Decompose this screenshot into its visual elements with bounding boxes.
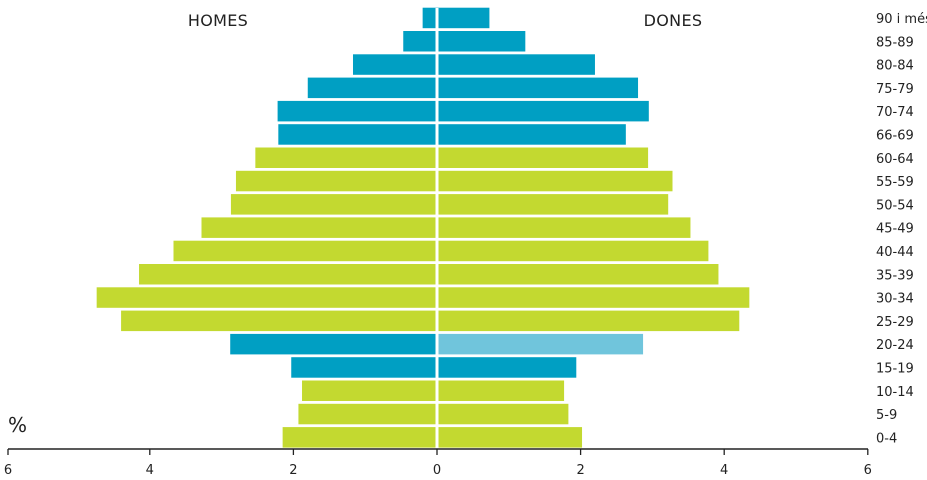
- age-label: 66-69: [876, 128, 914, 143]
- bar-homes-60-64: [255, 147, 437, 168]
- x-tick-label: 6: [4, 463, 12, 478]
- bar-homes-25-29: [121, 310, 437, 332]
- bar-dones-90-i-més: [437, 7, 490, 29]
- bars-group: [96, 7, 750, 448]
- bar-homes-85-89: [403, 31, 437, 52]
- bar-homes-75-79: [307, 77, 437, 99]
- age-label: 55-59: [876, 175, 914, 190]
- bar-homes-30-34: [96, 287, 437, 308]
- bar-homes-10-14: [302, 380, 437, 401]
- bar-homes-35-39: [139, 264, 437, 285]
- age-label: 75-79: [876, 82, 914, 97]
- bar-dones-15-19: [437, 357, 577, 378]
- bar-dones-5-9: [437, 403, 569, 425]
- bar-homes-45-49: [201, 217, 437, 238]
- age-label: 5-9: [876, 408, 897, 423]
- bar-dones-66-69: [437, 124, 626, 145]
- right-header-dones: DONES: [644, 11, 703, 30]
- x-tick-label: 2: [576, 463, 584, 478]
- x-tick-label: 6: [864, 463, 872, 478]
- bar-homes-5-9: [298, 403, 437, 425]
- age-label: 25-29: [876, 315, 914, 330]
- age-label: 85-89: [876, 35, 914, 50]
- age-label: 30-34: [876, 292, 914, 307]
- bar-dones-50-54: [437, 194, 669, 215]
- age-label: 45-49: [876, 222, 914, 237]
- bar-dones-25-29: [437, 310, 740, 332]
- bar-homes-70-74: [277, 100, 437, 122]
- bar-dones-20-24: [437, 333, 644, 355]
- age-label: 0-4: [876, 431, 897, 446]
- age-label: 20-24: [876, 338, 914, 353]
- bar-homes-66-69: [278, 124, 437, 145]
- age-label: 90 i més: [876, 12, 927, 27]
- bar-homes-90-i-més: [422, 7, 437, 29]
- bar-homes-0-4: [282, 427, 437, 448]
- x-tick-label: 4: [146, 463, 154, 478]
- bar-dones-40-44: [437, 240, 709, 262]
- bar-dones-55-59: [437, 170, 673, 192]
- bar-homes-55-59: [235, 170, 437, 192]
- bar-dones-80-84: [437, 54, 595, 75]
- age-label: 15-19: [876, 361, 914, 376]
- bar-homes-50-54: [230, 194, 437, 215]
- bar-homes-20-24: [230, 333, 437, 355]
- unit-label: %: [8, 413, 27, 437]
- age-label: 60-64: [876, 152, 914, 167]
- age-label: 10-14: [876, 385, 914, 400]
- bar-homes-80-84: [352, 54, 437, 75]
- x-tick-label: 0: [433, 463, 441, 478]
- age-label: 70-74: [876, 105, 914, 120]
- age-group-labels: 0-4 5-9 10-14 15-19 20-24 25-29 30-34 35-39 40-4…: [876, 12, 927, 446]
- bar-dones-70-74: [437, 100, 649, 122]
- bar-dones-45-49: [437, 217, 691, 238]
- bar-homes-40-44: [173, 240, 437, 262]
- age-label: 80-84: [876, 59, 914, 74]
- age-label: 50-54: [876, 198, 914, 213]
- bar-dones-35-39: [437, 264, 719, 285]
- bar-dones-10-14: [437, 380, 565, 401]
- age-label: 40-44: [876, 245, 914, 260]
- bar-dones-85-89: [437, 31, 526, 52]
- bar-dones-30-34: [437, 287, 750, 308]
- x-axis-ticks: 6 4 2 0 2 4 6: [4, 449, 872, 478]
- x-tick-label: 4: [720, 463, 728, 478]
- left-header-homes: HOMES: [188, 11, 248, 30]
- x-tick-label: 2: [289, 463, 297, 478]
- bar-dones-0-4: [437, 427, 583, 448]
- bar-homes-15-19: [291, 357, 437, 378]
- bar-dones-60-64: [437, 147, 649, 168]
- age-label: 35-39: [876, 268, 914, 283]
- bar-dones-75-79: [437, 77, 639, 99]
